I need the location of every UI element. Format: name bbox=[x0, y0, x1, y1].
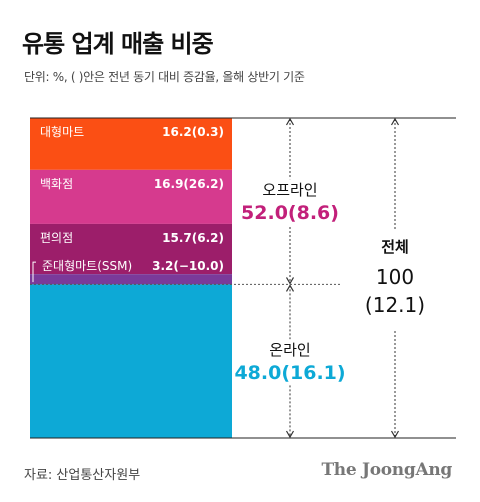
bar-segment-1 bbox=[30, 118, 232, 170]
ssm-bracket bbox=[32, 261, 36, 283]
segment-name-3: 편의점 bbox=[40, 231, 73, 245]
publisher-logo: The JoongAng bbox=[321, 460, 452, 480]
group-label-bg-online bbox=[244, 339, 336, 386]
segment-name-2: 백화점 bbox=[40, 177, 73, 191]
bar-segment-4 bbox=[30, 274, 232, 285]
total-change: (12.1) bbox=[365, 293, 425, 317]
total-value: 100 bbox=[376, 265, 414, 289]
unit-note: 단위: %, ( )안은 전년 동기 대비 증감율, 올해 상반기 기준 bbox=[24, 70, 305, 84]
segment-value-2: 16.9(26.2) bbox=[154, 177, 224, 191]
group-arrow-offline-head-top bbox=[285, 117, 295, 126]
segment-value-1: 16.2(0.3) bbox=[162, 125, 224, 139]
group-arrow-online-head-bottom bbox=[285, 430, 295, 439]
group-name-offline: 오프라인 bbox=[262, 181, 317, 199]
group-value-offline: 52.0(8.6) bbox=[241, 202, 339, 224]
total-arrow-head-top bbox=[390, 117, 400, 126]
group-arrow-online-head-top bbox=[285, 284, 295, 292]
group-name-online: 온라인 bbox=[269, 341, 310, 359]
group-value-online: 48.0(16.1) bbox=[234, 362, 345, 384]
segment-value-3: 15.7(6.2) bbox=[162, 231, 224, 245]
total-label-bg bbox=[357, 230, 433, 330]
bar-segment-3 bbox=[30, 223, 232, 275]
source-note: 자료: 산업통산자원부 bbox=[24, 468, 141, 483]
segment-value-4: 3.2(−10.0) bbox=[152, 259, 224, 273]
group-label-bg-offline bbox=[244, 179, 336, 226]
bar-segment-5 bbox=[30, 284, 232, 438]
group-arrow-offline-head-bottom bbox=[285, 277, 295, 285]
bar-segment-2 bbox=[30, 169, 232, 224]
total-arrow-head-bottom bbox=[390, 430, 400, 439]
segment-name-4: 준대형마트(SSM) bbox=[42, 259, 132, 273]
total-name: 전체 bbox=[381, 238, 409, 256]
segment-name-1: 대형마트 bbox=[40, 125, 84, 139]
chart-title: 유통 업계 매출 비중 bbox=[22, 30, 214, 58]
